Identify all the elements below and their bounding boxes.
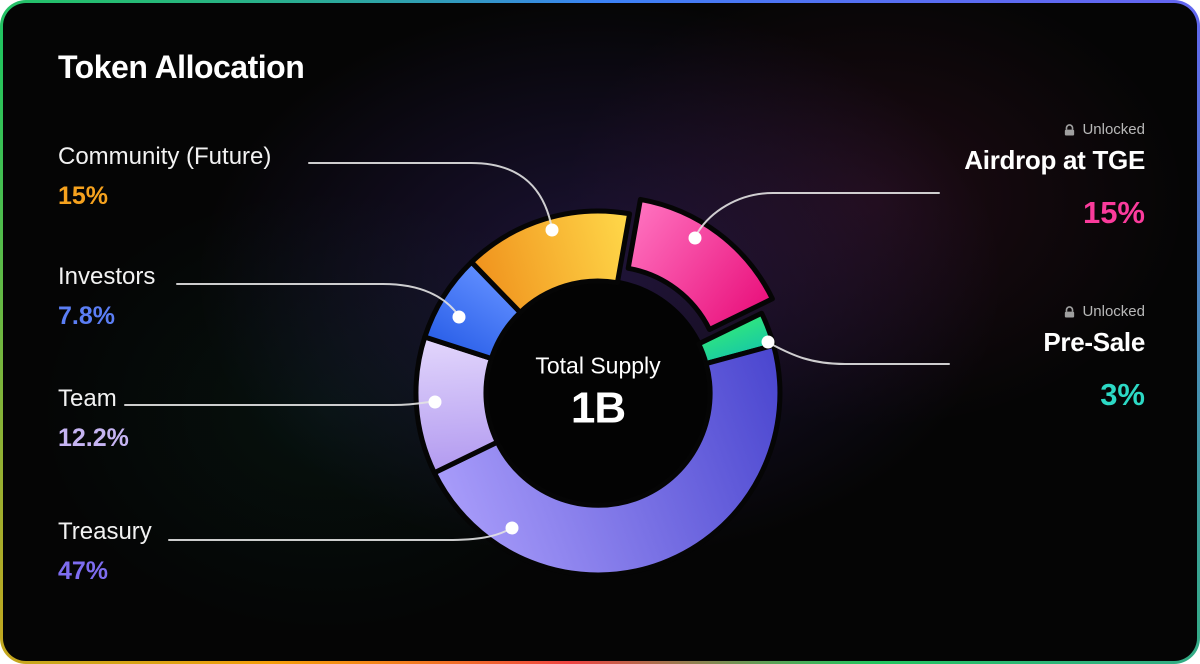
legend-item-percent: 15%	[58, 182, 109, 210]
total-supply-label: Total Supply	[535, 352, 661, 379]
callout-percent: 3%	[1100, 377, 1145, 412]
callout-name: Airdrop at TGE	[964, 145, 1145, 175]
leader-dot	[452, 310, 466, 324]
callout-airdrop-at-tge: Unlocked Airdrop at TGE 15%	[964, 121, 1145, 228]
callout-name: Pre-Sale	[1043, 327, 1145, 357]
page-title: Token Allocation	[58, 49, 305, 85]
unlock-status-badge: Unlocked	[964, 121, 1145, 139]
leader-dot	[505, 521, 519, 535]
callout-percent: 15%	[1082, 195, 1145, 230]
donut-chart	[124, 162, 950, 578]
leader-line	[124, 401, 430, 406]
legend-item-percent: 12.2%	[58, 424, 129, 452]
legend-item-investors: Investors 7.8%	[58, 265, 155, 329]
leader-dot	[688, 231, 702, 245]
leader-dot	[761, 335, 775, 349]
segment-airdrop-at-tge	[625, 196, 775, 333]
legend-item-name: Team	[58, 385, 117, 412]
leader-line	[176, 283, 456, 312]
legend-item-team: Team 12.2%	[58, 387, 129, 451]
callout-pre-sale: Unlocked Pre-Sale 3%	[1043, 303, 1145, 410]
leader-line	[308, 162, 552, 225]
segment-community-future-	[469, 208, 633, 315]
unlock-status-badge: Unlocked	[1043, 303, 1145, 321]
legend-item-name: Investors	[58, 263, 156, 290]
unlock-status-label: Unlocked	[1082, 303, 1145, 320]
leader-line	[772, 344, 950, 365]
legend-item-name: Treasury	[58, 518, 152, 545]
token-allocation-panel: Token Allocation Total Supply 1B Communi…	[3, 3, 1197, 661]
total-supply-value: 1B	[570, 383, 626, 433]
chart-center-label: Total Supply 1B	[535, 353, 660, 434]
leader-dot	[545, 223, 559, 237]
leader-line	[697, 192, 940, 233]
legend-item-percent: 47%	[58, 557, 109, 585]
legend-item-percent: 7.8%	[58, 302, 115, 330]
legend-item-treasury: Treasury 47%	[58, 520, 152, 584]
legend-item-name: Community (Future)	[58, 143, 272, 170]
lock-icon	[1065, 123, 1075, 135]
unlock-status-label: Unlocked	[1082, 121, 1145, 138]
leader-dot	[428, 395, 442, 409]
lock-icon	[1065, 305, 1075, 317]
leader-line	[168, 530, 507, 541]
legend-item-community-future: Community (Future) 15%	[58, 145, 271, 209]
segment-treasury	[431, 342, 783, 578]
donut-hole	[483, 278, 713, 508]
